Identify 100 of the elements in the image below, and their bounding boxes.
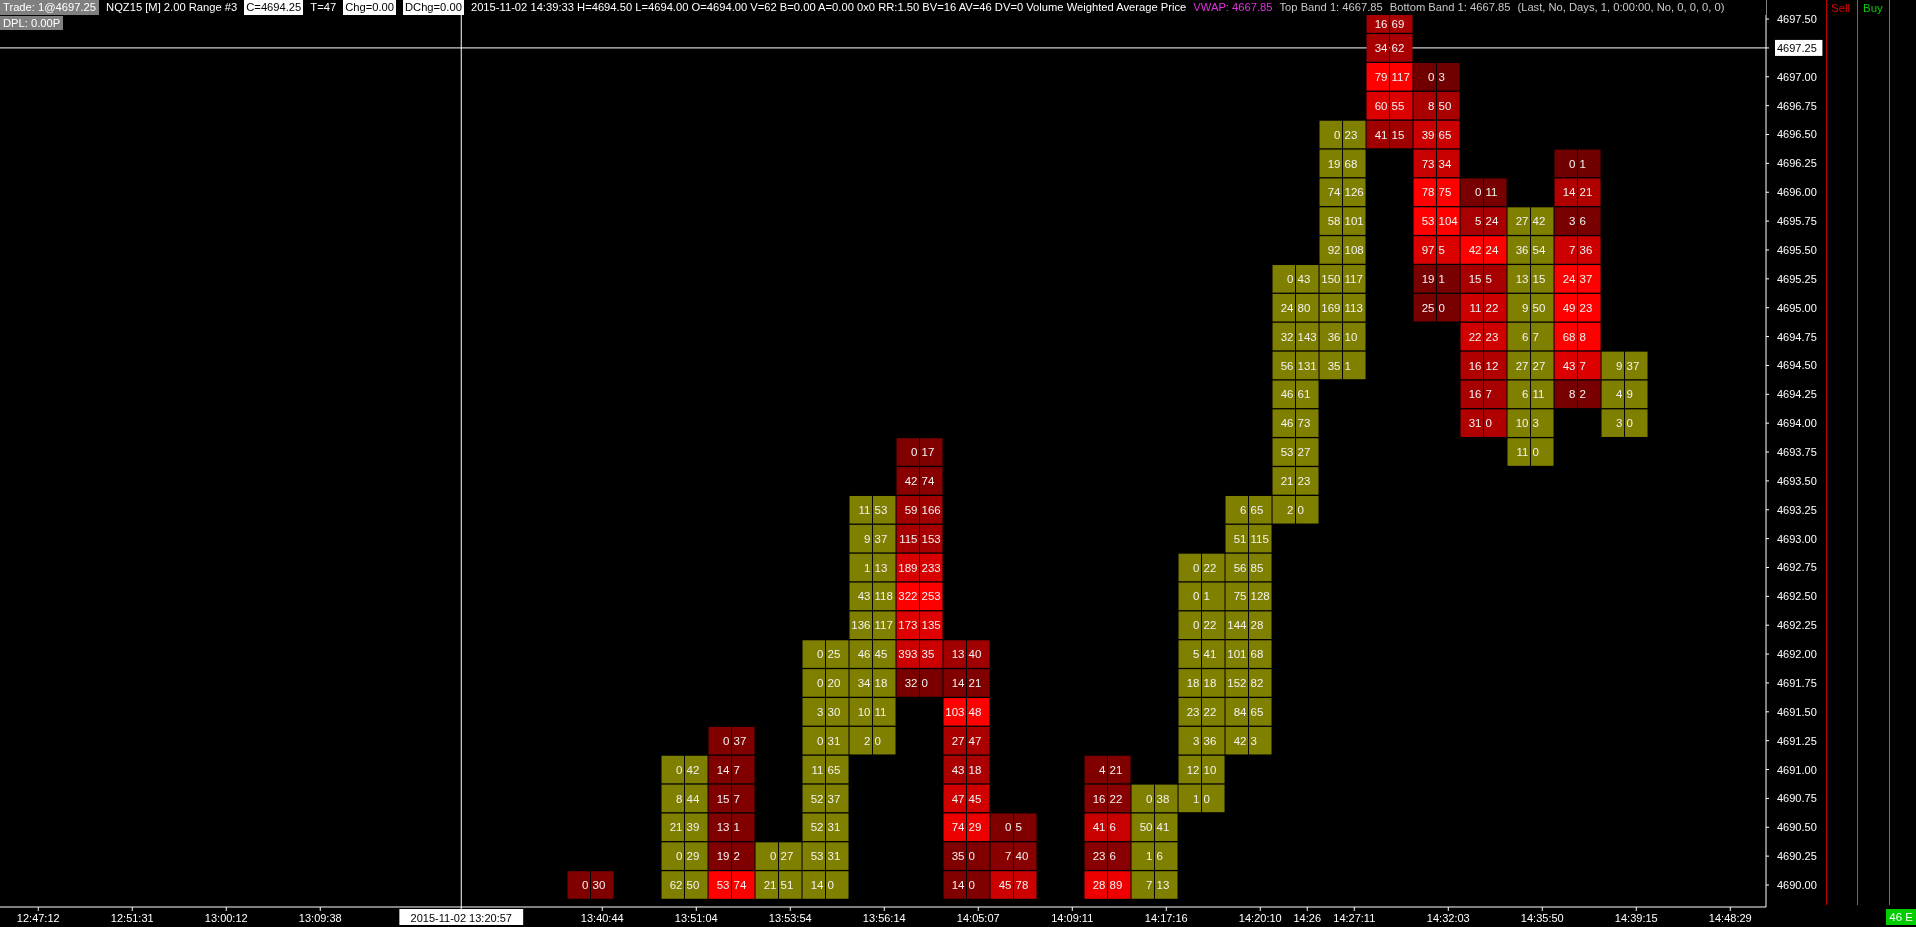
data-label: 37 [874, 532, 888, 545]
data-label: 31 [827, 821, 841, 834]
data-label: 37 [1626, 359, 1640, 372]
data-label: 21 [763, 879, 777, 892]
data-label: 41 [1374, 128, 1388, 141]
data-label: 52 [810, 821, 824, 834]
data-label: 13 [716, 821, 730, 834]
data-label: 25 [827, 648, 841, 661]
data-label: 39 [1421, 128, 1435, 141]
data-label: 1 [1203, 590, 1210, 603]
y-tick-label: 4690.25 [1777, 850, 1817, 863]
data-label: 143 [1297, 330, 1317, 343]
data-label: 21 [968, 677, 982, 690]
annotation: (Last, No, Days, 1, 0:00:00, No, 0, 0, 0, 0) [1517, 0, 1725, 15]
annotation: Chg=0.00 [343, 0, 396, 15]
data-label: 29 [968, 821, 982, 834]
data-label: 24 [1485, 244, 1499, 257]
data-label: 43 [951, 763, 965, 776]
data-label: 1 [1344, 359, 1351, 372]
data-label: 53 [1421, 215, 1435, 228]
data-label: 15 [1532, 272, 1546, 285]
data-label: 2 [733, 850, 740, 863]
data-label: 27 [780, 850, 794, 863]
data-label: 45 [968, 792, 982, 805]
data-label: 37 [1579, 272, 1593, 285]
data-label: 18 [968, 763, 982, 776]
data-label: 3 [817, 705, 824, 718]
data-label: 56 [1280, 359, 1294, 372]
data-label: 7 [1569, 244, 1576, 257]
data-label: 11 [1516, 446, 1529, 459]
y-tick-label: 4693.25 [1777, 503, 1817, 516]
data-label: 2 [1287, 503, 1294, 516]
data-label: 19 [716, 850, 730, 863]
data-label: 16 [1468, 359, 1482, 372]
data-label: 118 [874, 590, 893, 603]
data-label: 11 [1485, 186, 1498, 199]
data-label: 35 [921, 648, 935, 661]
data-label: 50 [1532, 301, 1546, 314]
data-label: 1 [864, 561, 871, 574]
data-label: 0 [1485, 417, 1492, 430]
data-label: 7 [1579, 359, 1586, 372]
data-label: 8 [1579, 330, 1586, 343]
data-label: 82 [1250, 677, 1264, 690]
data-label: 21 [669, 821, 683, 834]
y-tick-label: 4693.00 [1777, 532, 1817, 545]
x-tick-label: 2015-11-02 13:20:57 [410, 912, 512, 924]
data-label: 126 [1344, 186, 1364, 199]
data-label: 0 [817, 648, 824, 661]
data-label: 10 [1344, 330, 1358, 343]
data-label: 6 [1522, 388, 1529, 401]
data-label: 0 [1569, 157, 1576, 170]
data-label: 39 [686, 821, 700, 834]
data-label: 0 [1532, 446, 1539, 459]
y-tick-label: 4695.25 [1777, 272, 1817, 285]
data-label: 108 [1344, 244, 1364, 257]
data-label: 65 [827, 763, 841, 776]
data-label: 13 [1156, 879, 1170, 892]
data-label: 28 [1092, 879, 1106, 892]
data-label: 0 [968, 850, 975, 863]
y-tick-label: 4691.75 [1777, 676, 1817, 689]
data-label: 37 [733, 734, 747, 747]
data-label: 30 [827, 705, 841, 718]
data-label: 0 [968, 879, 975, 892]
data-label: 11 [858, 503, 871, 516]
data-label: 4 [1099, 763, 1107, 776]
text: Buy [1863, 1, 1883, 15]
data-label: 47 [951, 792, 965, 805]
data-label: 3 [1438, 70, 1445, 83]
data-label: 21 [1579, 186, 1593, 199]
x-tick-label: 13:56:14 [862, 912, 906, 924]
data-label: 0 [1193, 619, 1200, 632]
data-label: 5 [1475, 215, 1482, 228]
data-label: 0 [770, 850, 777, 863]
data-label: 22 [1203, 705, 1217, 718]
data-label: 131 [1297, 359, 1317, 372]
annotation: DPL: 0.00P [0, 16, 64, 30]
data-label: 101 [1344, 215, 1364, 228]
data-label: 23 [1485, 330, 1499, 343]
data-label: 0 [1428, 70, 1435, 83]
data-label: 40 [1015, 850, 1029, 863]
annotation: NQZ15 [M] 2.00 Range #3 [106, 0, 238, 15]
data-label: 136 [851, 619, 871, 632]
data-label: 0 [1287, 272, 1294, 285]
y-tick-label: 4692.25 [1777, 619, 1817, 632]
data-label: 5 [1438, 244, 1445, 257]
data-label: 1 [1579, 157, 1586, 170]
data-label: 34 [857, 677, 872, 690]
data-label: 7 [1532, 330, 1539, 343]
data-label: 37 [827, 792, 841, 805]
data-label: 62 [1391, 42, 1405, 55]
data-label: 6 [1240, 503, 1247, 516]
x-tick-label: 14:32:03 [1426, 912, 1470, 924]
data-label: 3 [1193, 734, 1200, 747]
data-label: 24 [1485, 215, 1499, 228]
data-label: 115 [1250, 532, 1269, 545]
data-label: 0 [1475, 186, 1482, 199]
data-label: 46 [1280, 417, 1294, 430]
data-label: 18 [874, 677, 888, 690]
data-label: 89 [1109, 879, 1123, 892]
data-label: 52 [810, 792, 824, 805]
